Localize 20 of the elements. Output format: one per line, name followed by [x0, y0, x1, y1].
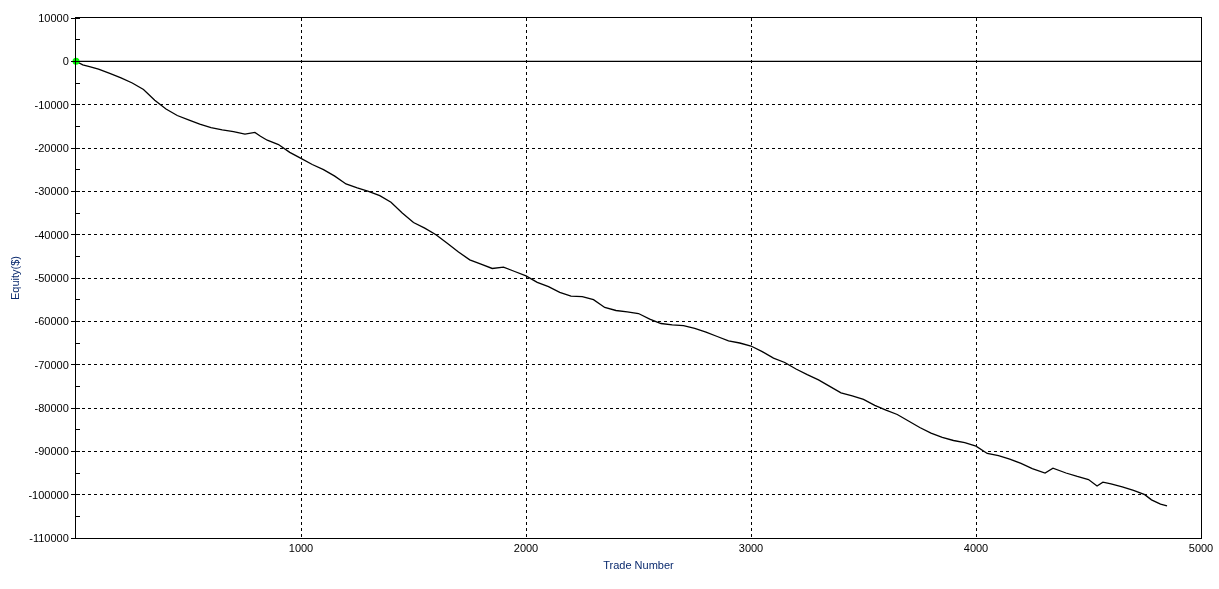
x-tick-label: 1000 — [288, 542, 314, 555]
x-tick-label: 2000 — [513, 542, 539, 555]
y-tick-label: -40000 — [34, 228, 69, 241]
x-axis-title: Trade Number — [603, 559, 675, 572]
y-tick-label: -20000 — [34, 141, 69, 154]
y-axis-title: Equity($) — [9, 255, 22, 301]
y-tick-label: -90000 — [34, 445, 69, 458]
y-tick-label: -10000 — [34, 98, 69, 111]
y-tick-label: -70000 — [34, 358, 69, 371]
y-tick-label: -50000 — [34, 271, 69, 284]
x-tick-label: 4000 — [963, 542, 989, 555]
y-tick-label: -60000 — [34, 315, 69, 328]
x-tick-label: 3000 — [738, 542, 764, 555]
y-tick-label: -110000 — [29, 531, 69, 544]
y-tick-label: 0 — [62, 55, 69, 68]
y-tick-label: -100000 — [28, 488, 69, 501]
y-tick-label: -80000 — [34, 401, 69, 414]
y-tick-label: 10000 — [38, 11, 69, 24]
x-tick-label: 5000 — [1188, 542, 1214, 555]
y-tick-label: -30000 — [34, 185, 69, 198]
